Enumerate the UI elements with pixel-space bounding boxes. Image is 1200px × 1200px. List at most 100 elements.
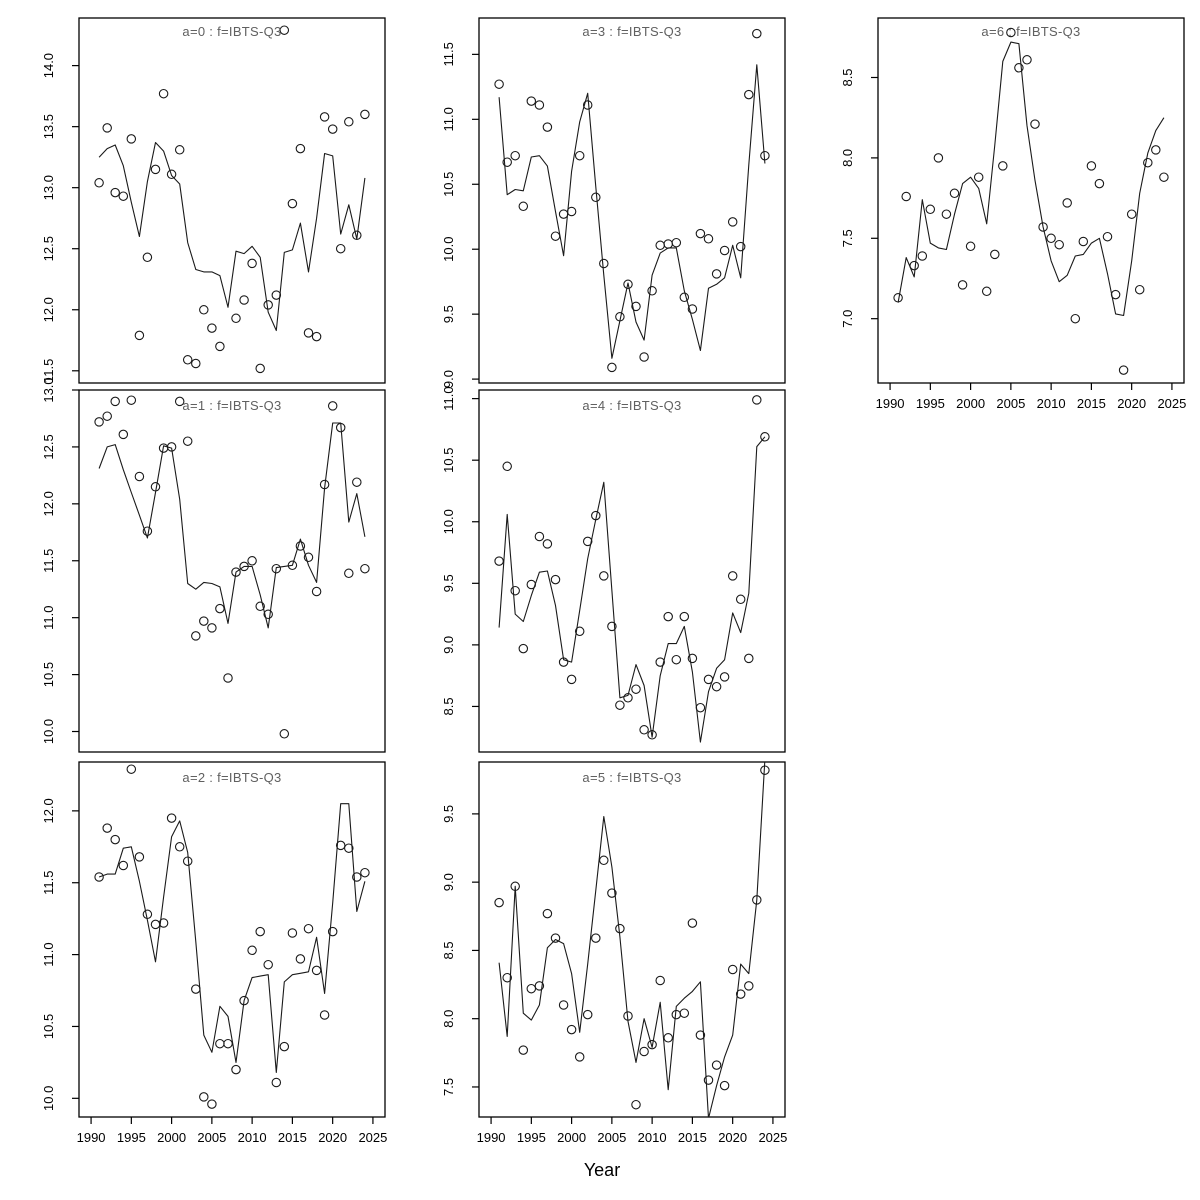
obs-point [599, 258, 609, 269]
obs-point [158, 918, 169, 928]
obs-point [1078, 236, 1089, 247]
obs-point [1151, 145, 1161, 155]
obs-point [335, 243, 346, 254]
x-tick-label: 2000 [157, 1130, 186, 1145]
obs-point [150, 919, 161, 930]
obs-point [126, 134, 137, 144]
obs-point [893, 293, 903, 303]
obs-point [231, 1064, 241, 1075]
obs-point [174, 842, 185, 852]
panel-title-a3: a=3 : f=IBTS-Q3 [582, 24, 682, 39]
obs-point [518, 643, 529, 654]
obs-point [1054, 239, 1064, 250]
obs-point [158, 88, 169, 99]
obs-point [744, 981, 754, 991]
obs-point [631, 684, 641, 694]
obs-point [1159, 172, 1169, 182]
x-tick-label: 2025 [358, 1130, 387, 1145]
obs-point [615, 923, 625, 934]
obs-point [639, 1046, 649, 1057]
obs-point [1086, 161, 1097, 171]
y-tick-label: 10.5 [441, 172, 456, 197]
obs-point [311, 331, 322, 342]
obs-point [502, 157, 512, 167]
panel-title-a1: a=1 : f=IBTS-Q3 [182, 398, 282, 413]
panel-frame [478, 17, 786, 384]
obs-point [679, 1008, 690, 1018]
y-tick-label: 9.0 [441, 873, 456, 891]
obs-point [271, 563, 282, 574]
obs-point [1022, 55, 1032, 65]
obs-point [679, 611, 690, 622]
y-tick-label: 7.5 [840, 229, 855, 247]
obs-point [582, 1009, 593, 1020]
obs-point [134, 852, 145, 862]
obs-point [703, 674, 714, 685]
obs-point [191, 358, 201, 369]
obs-point [695, 228, 706, 239]
obs-point [655, 975, 665, 986]
obs-point [311, 586, 322, 597]
obs-point [558, 657, 569, 667]
y-tick-label: 9.5 [441, 305, 456, 323]
obs-point [558, 209, 569, 219]
panel-frame [877, 17, 1185, 384]
obs-point [215, 341, 225, 352]
y-tick-label: 10.0 [41, 1086, 56, 1111]
obs-point [566, 674, 577, 685]
x-tick-label: 2000 [956, 396, 985, 411]
x-tick-label: 1990 [477, 1130, 506, 1145]
obs-point [615, 312, 625, 322]
obs-point [142, 252, 153, 263]
obs-point [223, 1038, 233, 1049]
fit-line [498, 64, 766, 359]
obs-point [94, 178, 104, 188]
obs-point [719, 672, 730, 682]
obs-point [1030, 119, 1040, 129]
y-tick-label: 8.5 [441, 697, 456, 715]
panel-frame [78, 389, 386, 753]
obs-point [957, 280, 968, 290]
obs-point [703, 1075, 714, 1085]
obs-point [695, 702, 706, 713]
obs-point [263, 959, 273, 970]
obs-point [550, 574, 561, 585]
obs-point [182, 355, 193, 365]
obs-point [615, 700, 625, 710]
obs-point [711, 681, 722, 692]
x-tick-label: 2020 [1117, 396, 1146, 411]
obs-point [933, 153, 944, 163]
obs-point [1134, 284, 1145, 295]
obs-point [231, 567, 241, 577]
obs-point [191, 984, 201, 994]
obs-point [327, 401, 338, 411]
y-tick-label: 9.0 [441, 370, 456, 388]
obs-point [599, 855, 609, 866]
x-tick-label: 1995 [916, 396, 945, 411]
obs-point [319, 479, 330, 490]
obs-point [231, 313, 241, 324]
obs-point [735, 241, 746, 252]
x-tick-label: 1990 [876, 396, 905, 411]
y-tick-label: 12.0 [41, 297, 56, 322]
obs-point [279, 1041, 290, 1052]
obs-point [142, 909, 153, 920]
obs-point [174, 396, 185, 407]
obs-point [102, 823, 112, 833]
obs-point [263, 609, 273, 620]
obs-point [199, 616, 209, 626]
obs-point [901, 191, 911, 202]
obs-point [727, 964, 738, 975]
obs-point [494, 556, 504, 566]
obs-point [303, 552, 314, 563]
obs-point [518, 1045, 529, 1055]
y-tick-label: 14.0 [41, 53, 56, 78]
obs-point [591, 192, 601, 203]
obs-point [1094, 178, 1105, 189]
obs-point [534, 531, 545, 542]
y-tick-label: 9.0 [441, 636, 456, 654]
obs-point [207, 323, 217, 333]
x-tick-label: 2015 [278, 1130, 307, 1145]
obs-point [134, 330, 145, 341]
obs-point [494, 79, 504, 89]
